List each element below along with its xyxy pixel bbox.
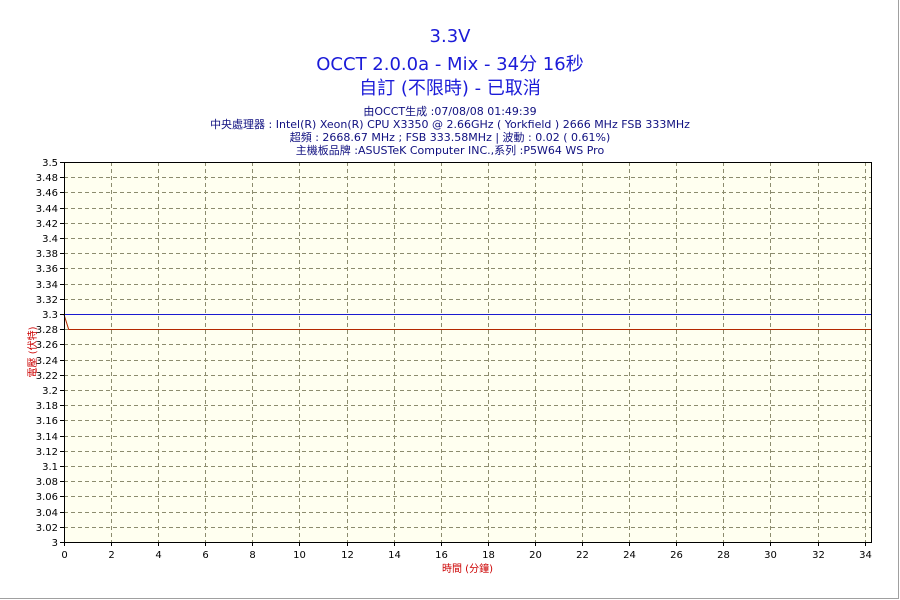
y-tick-label: 3.26 bbox=[36, 340, 58, 351]
y-tick-label: 3.06 bbox=[36, 492, 58, 503]
y-tick-label: 3.42 bbox=[36, 219, 58, 230]
x-tick-label: 8 bbox=[249, 550, 255, 561]
y-tick-label: 3.46 bbox=[36, 188, 58, 199]
x-tick-label: 12 bbox=[341, 550, 354, 561]
x-tick-label: 16 bbox=[435, 550, 448, 561]
y-tick-label: 3.18 bbox=[36, 401, 58, 412]
plot-border bbox=[64, 162, 872, 543]
x-tick-label: 14 bbox=[388, 550, 401, 561]
cpu-info: 中央處理器 : Intel(R) Xeon(R) CPU X3350 @ 2.6… bbox=[210, 118, 690, 131]
y-tick-label: 3.5 bbox=[42, 158, 58, 169]
y-tick-label: 3.04 bbox=[36, 508, 58, 519]
x-tick-label: 32 bbox=[812, 550, 825, 561]
x-tick-label: 0 bbox=[61, 550, 67, 561]
y-tick-label: 3 bbox=[52, 538, 58, 549]
y-tick-label: 3.22 bbox=[36, 371, 58, 382]
x-tick-label: 18 bbox=[482, 550, 495, 561]
test-status: 自訂 (不限時) - 已取消 bbox=[359, 78, 541, 99]
series-layer bbox=[63, 314, 871, 330]
x-tick-label: 30 bbox=[764, 550, 777, 561]
y-axis-label: 電壓 (伏特) bbox=[26, 326, 39, 377]
generated-timestamp: 由OCCT生成 :07/08/08 01:49:39 bbox=[363, 105, 537, 118]
y-tick-label: 3.32 bbox=[36, 295, 58, 306]
motherboard-info: 主機板品牌 :ASUSTeK Computer INC.,系列 :P5W64 W… bbox=[295, 144, 605, 157]
x-tick-label: 28 bbox=[717, 550, 730, 561]
y-axis: 3 3.02 3.04 3.06 3.08 3.1 3.12 3.14 3.16 3.18 3.2 3… bbox=[36, 158, 64, 549]
y-tick-label: 3.16 bbox=[36, 416, 58, 427]
y-tick-label: 3.36 bbox=[36, 264, 58, 275]
y-tick-label: 3.08 bbox=[36, 477, 58, 488]
x-axis: 0 2 4 6 8 10 12 14 16 18 20 22 24 26 28 30 32 34 bbox=[61, 542, 872, 561]
y-tick-label: 3.3 bbox=[42, 310, 58, 321]
y-tick-label: 3.34 bbox=[36, 280, 58, 291]
x-tick-label: 4 bbox=[155, 550, 161, 561]
x-tick-label: 10 bbox=[293, 550, 306, 561]
plot-area bbox=[64, 162, 871, 542]
y-tick-label: 3.44 bbox=[36, 204, 58, 215]
y-tick-label: 3.12 bbox=[36, 447, 58, 458]
chart-subtitle: OCCT 2.0.0a - Mix - 34分 16秒 bbox=[316, 54, 584, 75]
y-tick-label: 3.1 bbox=[42, 462, 58, 473]
x-axis-label: 時間 (分鐘) bbox=[442, 562, 493, 575]
y-tick-label: 3.14 bbox=[36, 432, 58, 443]
x-tick-label: 6 bbox=[202, 550, 208, 561]
y-tick-label: 3.4 bbox=[42, 234, 58, 245]
x-tick-label: 26 bbox=[670, 550, 683, 561]
overclock-info: 超頻 : 2668.67 MHz ; FSB 333.58MHz | 波動 : … bbox=[289, 131, 611, 144]
y-tick-label: 3.28 bbox=[36, 325, 58, 336]
x-tick-label: 22 bbox=[576, 550, 589, 561]
x-tick-label: 24 bbox=[623, 550, 636, 561]
y-tick-label: 3.02 bbox=[36, 523, 58, 534]
x-tick-label: 2 bbox=[108, 550, 114, 561]
y-tick-label: 3.48 bbox=[36, 173, 58, 184]
y-tick-label: 3.2 bbox=[42, 386, 58, 397]
chart-title: 3.3V bbox=[429, 26, 471, 47]
x-tick-label: 34 bbox=[859, 550, 872, 561]
y-tick-label: 3.38 bbox=[36, 249, 58, 260]
y-tick-label: 3.24 bbox=[36, 356, 58, 367]
x-tick-label: 20 bbox=[529, 550, 542, 561]
series-line-2 bbox=[63, 314, 871, 330]
